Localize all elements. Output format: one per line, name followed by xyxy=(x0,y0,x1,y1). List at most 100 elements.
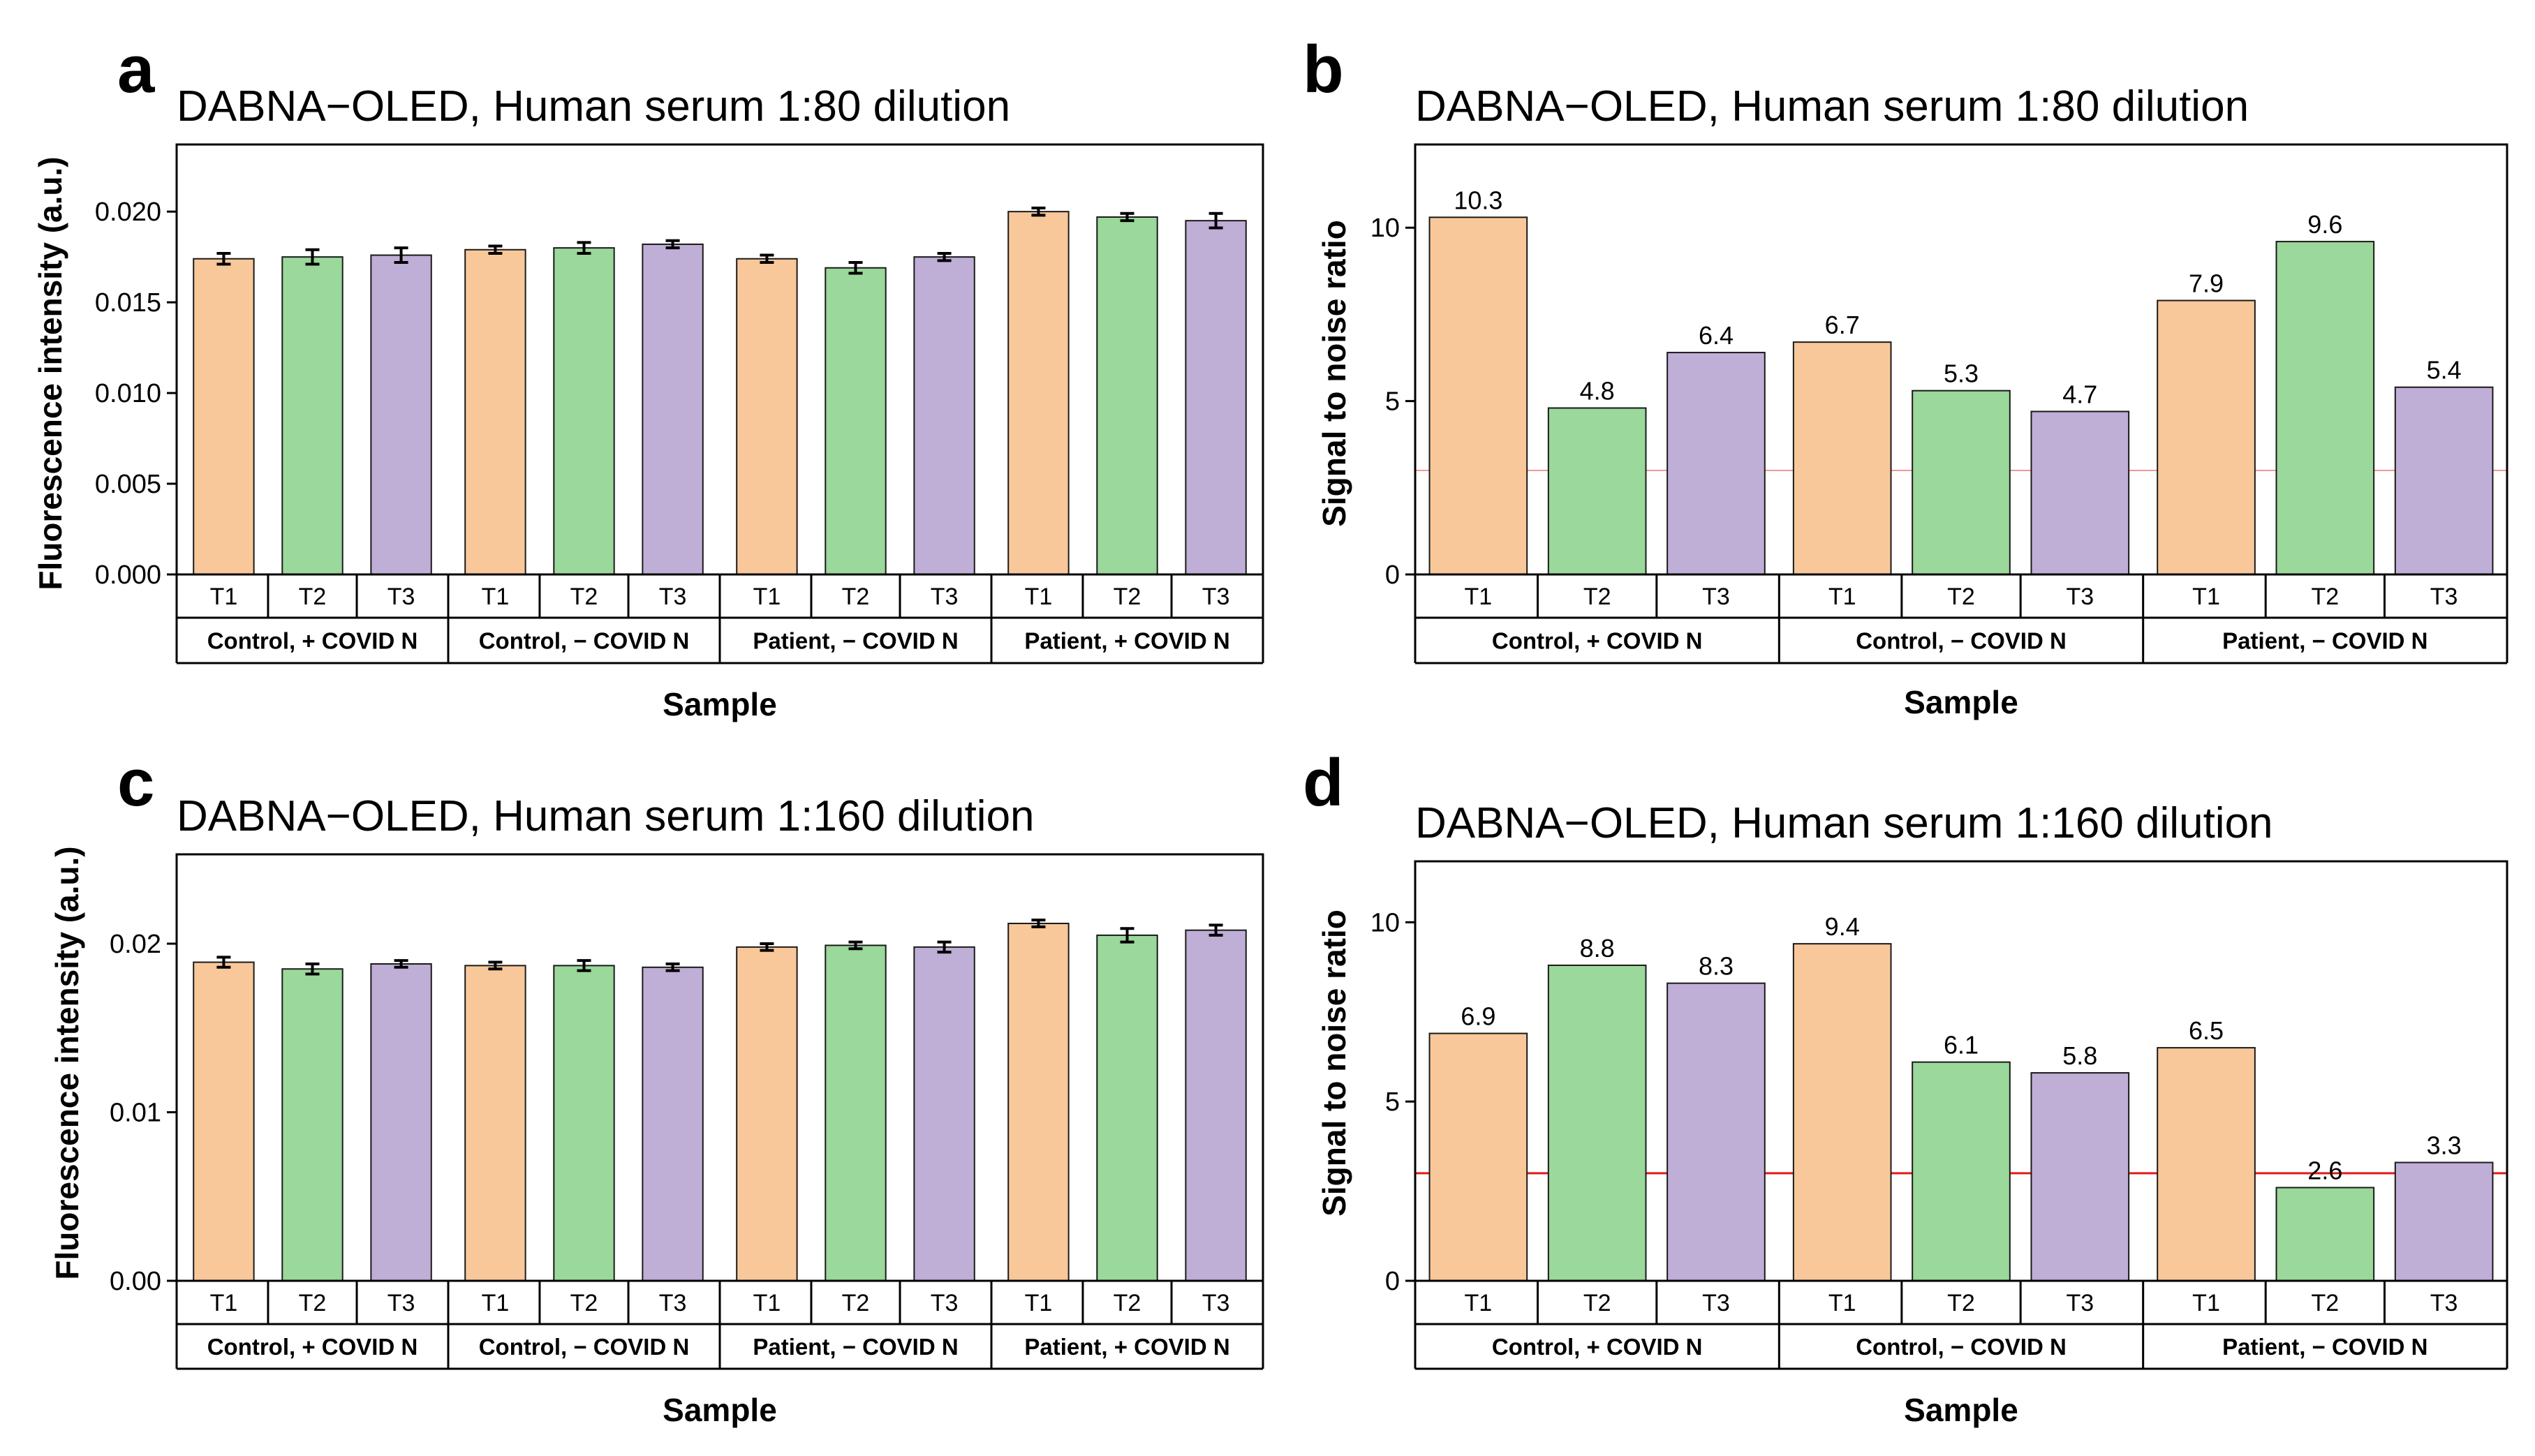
bar-patient-covid-n-t2 xyxy=(1096,216,1158,575)
category-label: T2 xyxy=(1947,584,1975,610)
bar-control-covid-n-t1 xyxy=(1792,943,1892,1282)
data-label: 8.3 xyxy=(1699,952,1734,981)
category-label: T1 xyxy=(1828,584,1856,610)
bar-control-covid-n-t2 xyxy=(553,965,615,1282)
bar-patient-covid-n-t3 xyxy=(913,256,975,575)
bar-control-covid-n-t3 xyxy=(370,963,432,1282)
group-label: Control, − COVID N xyxy=(479,1334,690,1360)
y-tick-label: 0.000 xyxy=(95,560,161,590)
y-axis-label: Signal to noise ratio xyxy=(1316,909,1352,1217)
category-label: T1 xyxy=(753,1290,781,1316)
group-label: Control, + COVID N xyxy=(1492,1334,1703,1360)
y-tick-label: 0.02 xyxy=(110,930,161,959)
category-label: T3 xyxy=(2430,584,2458,610)
data-label: 5.4 xyxy=(2427,356,2462,385)
bar-control-covid-n-t3 xyxy=(2030,1072,2130,1282)
category-label: T1 xyxy=(2192,584,2220,610)
group-label: Control, + COVID N xyxy=(1492,628,1703,654)
y-tick-label: 0.005 xyxy=(95,470,161,499)
bar-control-covid-n-t3 xyxy=(1666,352,1766,575)
group-label: Control, + COVID N xyxy=(207,628,418,654)
bar-control-covid-n-t2 xyxy=(1547,964,1647,1282)
category-label: T3 xyxy=(931,1290,959,1316)
bar-patient-covid-n-t1 xyxy=(2157,1047,2256,1282)
y-axis-label: Fluorescence intensity (a.u.) xyxy=(32,156,68,590)
bar-control-covid-n-t3 xyxy=(642,243,704,575)
bar-control-covid-n-t1 xyxy=(193,961,255,1282)
chart-b: b DABNA−OLED, Human serum 1:80 dilution 10… xyxy=(1303,32,2508,720)
panel-a: a DABNA−OLED, Human serum 1:80 dilution 0.… xyxy=(0,0,1267,728)
bar-patient-covid-n-t3 xyxy=(1185,220,1247,575)
y-axis-label: Fluorescence intensity (a.u.) xyxy=(49,846,85,1279)
category-label: T3 xyxy=(1702,584,1730,610)
bar-patient-covid-n-t3 xyxy=(1185,929,1247,1282)
panel-d: d DABNA−OLED, Human serum 1:160 dilution 6… xyxy=(1267,728,2535,1456)
bar-control-covid-n-t2 xyxy=(553,247,615,575)
category-label: T1 xyxy=(1025,1290,1053,1316)
x-axis-label: Sample xyxy=(663,1392,777,1428)
chart-d: d DABNA−OLED, Human serum 1:160 dilution 6… xyxy=(1303,745,2508,1428)
y-axis-label: Signal to noise ratio xyxy=(1316,220,1352,527)
panel-letter: d xyxy=(1303,745,1344,820)
data-label: 8.8 xyxy=(1580,934,1615,963)
plot-frame xyxy=(1414,143,2508,576)
group-label: Control, − COVID N xyxy=(1856,1334,2067,1360)
y-tick-label: 0.00 xyxy=(110,1267,161,1296)
category-label: T3 xyxy=(659,1290,687,1316)
bar-control-covid-n-t2 xyxy=(1912,1061,2011,1282)
category-label: T3 xyxy=(659,584,687,610)
y-tick-label: 5 xyxy=(1385,1087,1400,1117)
category-label: T2 xyxy=(570,584,598,610)
bar-control-covid-n-t3 xyxy=(1666,982,1766,1282)
x-axis-label: Sample xyxy=(1904,684,2018,720)
data-label: 6.1 xyxy=(1944,1031,1979,1060)
data-label: 6.5 xyxy=(2189,1016,2224,1045)
bar-control-covid-n-t1 xyxy=(1428,1032,1528,1282)
category-label: T2 xyxy=(299,1290,327,1316)
category-label: T1 xyxy=(210,584,238,610)
chart-c: c DABNA−OLED, Human serum 1:160 dilution 0… xyxy=(49,745,1264,1428)
y-tick-label: 0.015 xyxy=(95,288,161,318)
bar-control-covid-n-t1 xyxy=(464,248,526,575)
data-label: 4.7 xyxy=(2062,380,2097,409)
bar-control-covid-n-t2 xyxy=(1547,407,1647,576)
data-label: 5.8 xyxy=(2062,1041,2097,1070)
group-label: Patient, − COVID N xyxy=(753,1334,958,1360)
chart-title: DABNA−OLED, Human serum 1:80 dilution xyxy=(177,82,1010,131)
panel-c: c DABNA−OLED, Human serum 1:160 dilution 0… xyxy=(0,728,1267,1456)
bar-patient-covid-n-t1 xyxy=(2157,299,2256,575)
category-label: T1 xyxy=(1025,584,1053,610)
category-label: T2 xyxy=(1114,1290,1141,1316)
category-label: T2 xyxy=(1947,1290,1975,1316)
panel-letter: b xyxy=(1303,32,1344,107)
bar-control-covid-n-t3 xyxy=(642,966,704,1282)
category-label: T1 xyxy=(482,1290,510,1316)
bar-patient-covid-n-t1 xyxy=(1007,211,1070,575)
data-label: 4.8 xyxy=(1580,377,1615,406)
bar-patient-covid-n-t2 xyxy=(825,267,887,575)
category-label: T2 xyxy=(570,1290,598,1316)
category-label: T1 xyxy=(1828,1290,1856,1316)
bar-patient-covid-n-t3 xyxy=(2394,1161,2494,1282)
bar-patient-covid-n-t2 xyxy=(1096,934,1158,1282)
category-label: T1 xyxy=(2192,1290,2220,1316)
bar-patient-covid-n-t1 xyxy=(736,258,798,575)
bar-patient-covid-n-t2 xyxy=(2275,241,2375,575)
bar-control-covid-n-t3 xyxy=(370,254,432,575)
group-label: Control, + COVID N xyxy=(207,1334,418,1360)
category-label: T2 xyxy=(1583,1290,1611,1316)
bar-control-covid-n-t1 xyxy=(193,258,255,575)
data-label: 7.9 xyxy=(2189,269,2224,298)
y-tick-label: 5 xyxy=(1385,387,1400,417)
group-label: Control, − COVID N xyxy=(479,628,690,654)
bar-patient-covid-n-t3 xyxy=(913,946,975,1282)
data-label: 2.6 xyxy=(2307,1156,2342,1184)
bar-patient-covid-n-t3 xyxy=(2394,386,2494,575)
x-axis-label: Sample xyxy=(663,686,777,722)
category-label: T3 xyxy=(1702,1290,1730,1316)
data-label: 6.4 xyxy=(1699,321,1734,350)
bar-control-covid-n-t1 xyxy=(464,965,526,1282)
chart-title: DABNA−OLED, Human serum 1:80 dilution xyxy=(1415,82,2249,131)
y-tick-label: 10 xyxy=(1370,214,1400,243)
category-label: T3 xyxy=(2066,1290,2094,1316)
